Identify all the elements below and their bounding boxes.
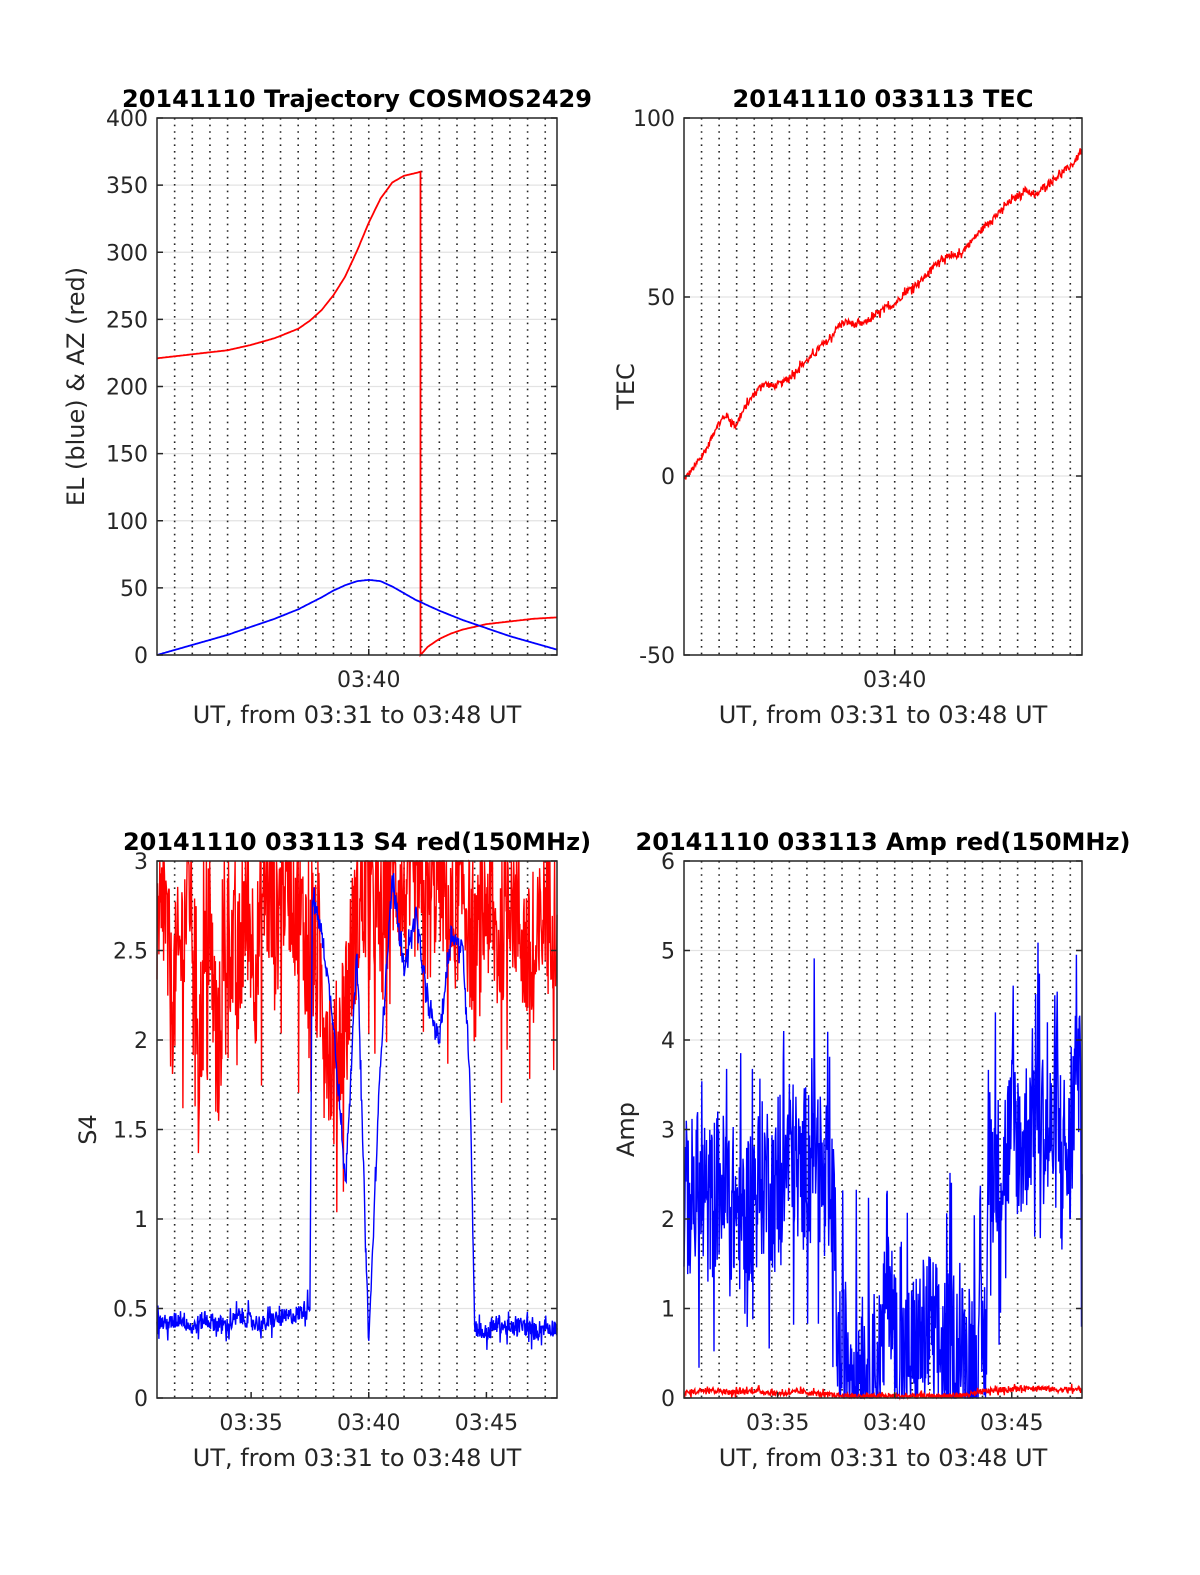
x-axis-label: UT, from 03:31 to 03:48 UT [193,1444,522,1472]
tec-chart-title: 20141110 033113 TEC [733,85,1034,113]
y-tick-label: -50 [639,644,675,669]
x-tick-label: 03:35 [746,1411,809,1436]
y-tick-label: 2 [661,1208,675,1233]
amp-panel: 0 1 2 3 4 5 6 03:35 03:40 03:45 20141110 033113 Am… [612,828,1130,1472]
y-tick-label: 2 [134,1029,148,1054]
y-tick-label: 0.5 [113,1298,148,1323]
series-line-red [683,148,1083,480]
y-tick-label: 6 [661,850,675,875]
y-tick-label: 100 [633,107,675,132]
x-tick-label: 03:45 [980,1411,1043,1436]
y-tick-label: 5 [661,940,675,965]
y-tick-label: 300 [106,241,148,266]
trajectory-chart-title: 20141110 Trajectory COSMOS2429 [122,85,592,113]
y-tick-label: 1 [661,1298,675,1323]
x-tick-label: 03:45 [455,1411,518,1436]
y-axis-label: TEC [612,363,640,411]
y-tick-label: 0 [661,465,675,490]
series-line-blue [156,873,558,1350]
y-tick-label: 3 [661,1119,675,1144]
x-tick-label: 03:40 [337,1411,400,1436]
x-axis-label: UT, from 03:31 to 03:48 UT [719,701,1048,729]
s4-panel: 0 0.5 1 1.5 2 2.5 3 03:35 03:40 03:45 20141110 033… [74,828,591,1472]
x-tick-label: 03:40 [863,668,926,693]
y-tick-label: 4 [661,1029,675,1054]
x-axis-label: UT, from 03:31 to 03:48 UT [719,1444,1048,1472]
series-line-blue [156,578,558,656]
series-line-red [156,170,558,658]
y-axis-label: Amp [612,1102,640,1157]
y-tick-label: 200 [106,376,148,401]
x-tick-label: 03:40 [863,1411,926,1436]
amp-chart-title: 20141110 033113 Amp red(150MHz) [636,828,1131,856]
y-tick-label: 1.5 [113,1119,148,1144]
x-tick-label: 03:35 [219,1411,282,1436]
y-tick-label: 250 [106,308,148,333]
y-tick-label: 50 [120,577,148,602]
x-tick-label: 03:40 [337,668,400,693]
y-tick-label: 150 [106,443,148,468]
y-tick-label: 400 [106,107,148,132]
plot-area [684,118,1082,655]
y-tick-label: 1 [134,1208,148,1233]
x-axis-label: UT, from 03:31 to 03:48 UT [193,701,522,729]
y-tick-label: 350 [106,174,148,199]
tec-panel: -50 0 50 100 03:40 20141110 033113 TEC UT, fro… [612,85,1083,729]
axes-frame [683,117,1083,656]
y-tick-label: 0 [134,1387,148,1412]
trajectory-panel: 0 50 100 150 200 250 300 350 400 03:40 20141110 Tr… [62,85,592,729]
y-tick-label: 0 [661,1387,675,1412]
y-tick-label: 0 [134,644,148,669]
y-tick-label: 2.5 [113,940,148,965]
series-line-red [683,1383,1083,1401]
y-tick-label: 3 [134,850,148,875]
y-axis-label: S4 [74,1114,102,1145]
s4-chart-title: 20141110 033113 S4 red(150MHz) [123,828,591,856]
y-axis-label: EL (blue) & AZ (red) [62,267,90,506]
series-line-blue [683,942,1083,1399]
y-tick-label: 100 [106,510,148,535]
y-tick-label: 50 [647,286,675,311]
